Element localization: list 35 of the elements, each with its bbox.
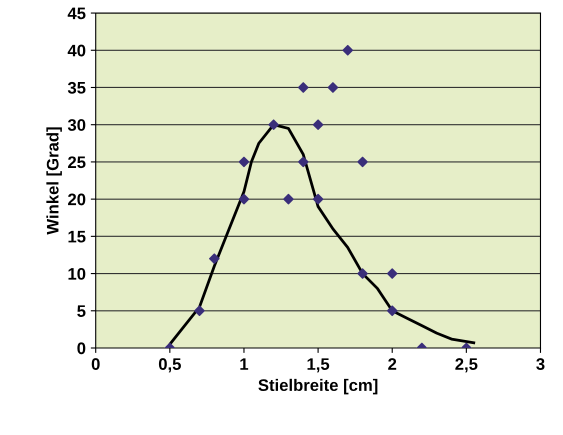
- y-tick-label: 0: [77, 342, 86, 354]
- point: [238, 156, 250, 168]
- x-tick-label: 2: [388, 358, 396, 370]
- y-tick-label: 30: [68, 119, 86, 131]
- point: [357, 156, 368, 168]
- y-tick-label: 45: [68, 8, 86, 20]
- point: [386, 305, 398, 316]
- y-tick-label: 40: [68, 44, 86, 56]
- y-tick-label: 25: [68, 156, 86, 168]
- x-axis-title: Stielbreite [cm]: [258, 378, 378, 394]
- point: [298, 82, 309, 93]
- x-tick-label: 1: [240, 358, 248, 370]
- x-tick-label: 3: [536, 358, 545, 370]
- point: [312, 119, 324, 130]
- x-tick-label: 0,5: [158, 358, 181, 372]
- point: [342, 44, 354, 56]
- point: [268, 119, 279, 130]
- point: [238, 194, 250, 204]
- y-tick-label: 10: [68, 268, 86, 280]
- y-tick-label: 20: [68, 194, 86, 206]
- point: [357, 268, 368, 279]
- y-tick-label: 5: [77, 305, 86, 317]
- x-tick-label: 2,5: [455, 358, 478, 372]
- x-tick-label: 0: [92, 358, 100, 370]
- point: [283, 194, 294, 204]
- point: [386, 268, 398, 279]
- y-axis-title: Winkel [Grad]: [46, 127, 62, 235]
- point: [194, 305, 205, 316]
- y-tick-label: 35: [68, 82, 86, 94]
- y-tick-label: 15: [68, 230, 86, 243]
- point: [328, 82, 338, 93]
- point: [298, 156, 309, 168]
- x-tick-label: 1,5: [308, 358, 330, 372]
- point: [312, 194, 324, 204]
- point: [209, 253, 220, 264]
